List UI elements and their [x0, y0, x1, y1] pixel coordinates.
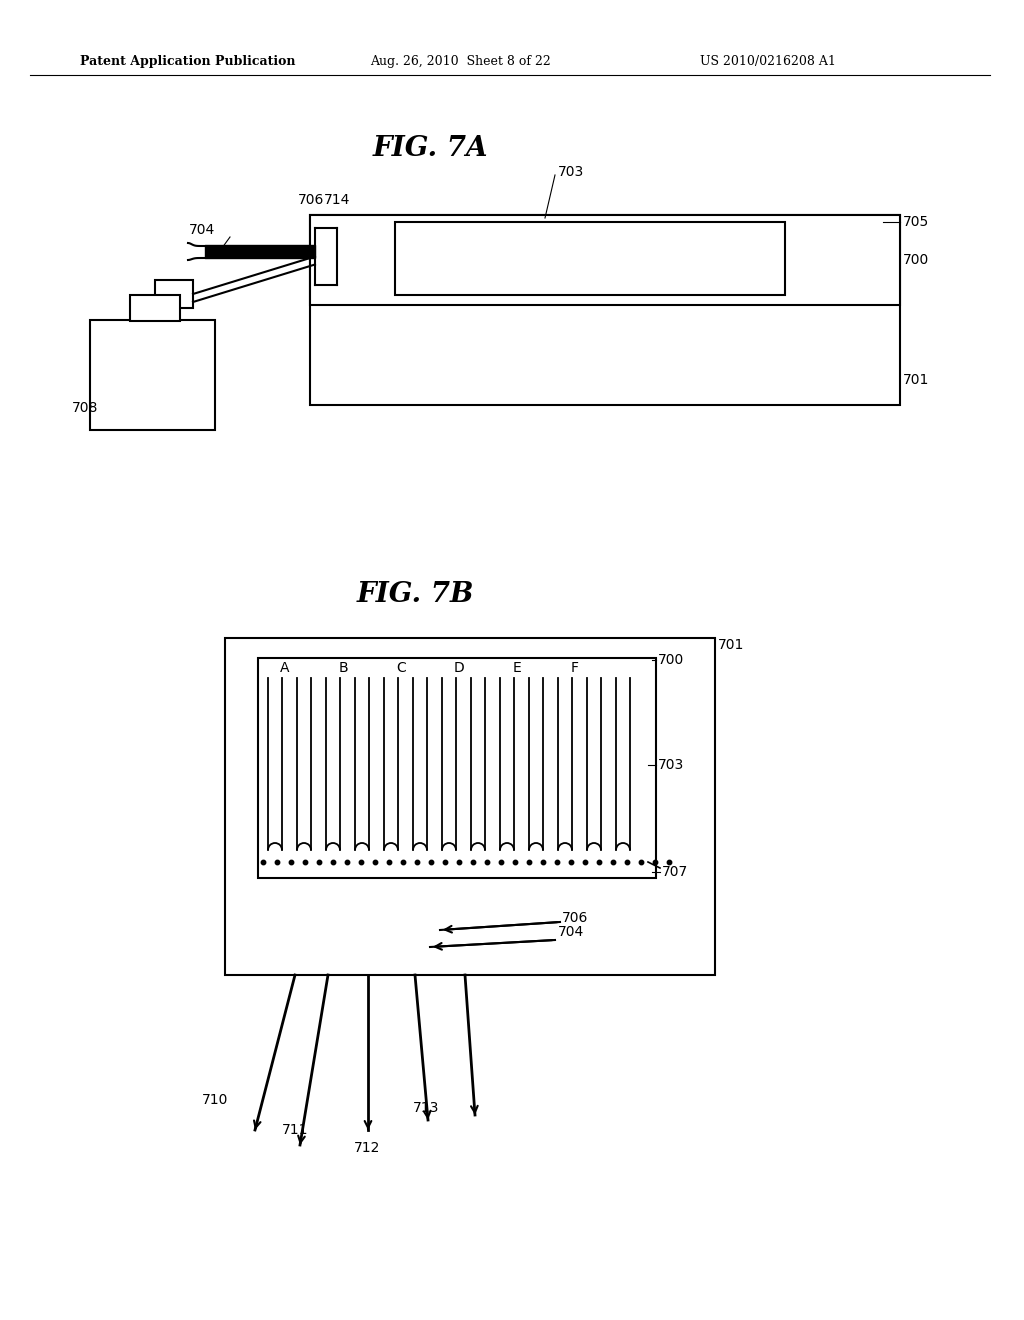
- Text: 708: 708: [72, 401, 98, 414]
- Text: B: B: [338, 661, 348, 675]
- Text: 713: 713: [413, 1101, 439, 1115]
- Text: 711: 711: [282, 1123, 308, 1137]
- Text: 700: 700: [658, 653, 684, 667]
- Bar: [310, 215, 900, 405]
- Bar: [395, 222, 785, 294]
- Text: 700: 700: [903, 253, 929, 267]
- Text: 707: 707: [662, 865, 688, 879]
- Text: 701: 701: [903, 374, 930, 387]
- Text: US 2010/0216208 A1: US 2010/0216208 A1: [700, 55, 836, 69]
- Text: 710: 710: [202, 1093, 228, 1107]
- Text: FIG. 7A: FIG. 7A: [373, 135, 487, 161]
- Text: D: D: [454, 661, 464, 675]
- Bar: [258, 657, 656, 878]
- Text: Aug. 26, 2010  Sheet 8 of 22: Aug. 26, 2010 Sheet 8 of 22: [370, 55, 551, 69]
- Text: 706: 706: [562, 911, 589, 925]
- Text: 706: 706: [298, 193, 325, 207]
- Text: 701: 701: [718, 638, 744, 652]
- Text: 712: 712: [354, 1140, 380, 1155]
- Bar: [225, 638, 715, 975]
- Text: 705: 705: [903, 215, 929, 228]
- Bar: [90, 319, 215, 430]
- Bar: [155, 280, 193, 308]
- Text: E: E: [513, 661, 521, 675]
- Bar: [395, 222, 785, 294]
- Text: 703: 703: [658, 758, 684, 772]
- Bar: [310, 215, 900, 305]
- Text: 704: 704: [188, 223, 215, 238]
- Text: 714: 714: [324, 193, 350, 207]
- Text: Patent Application Publication: Patent Application Publication: [80, 55, 296, 69]
- Text: FIG. 7B: FIG. 7B: [356, 582, 474, 609]
- Text: C: C: [396, 661, 406, 675]
- Text: F: F: [571, 661, 579, 675]
- Text: A: A: [281, 661, 290, 675]
- Text: 703: 703: [558, 165, 585, 180]
- Bar: [130, 294, 180, 321]
- Text: 704: 704: [558, 925, 585, 939]
